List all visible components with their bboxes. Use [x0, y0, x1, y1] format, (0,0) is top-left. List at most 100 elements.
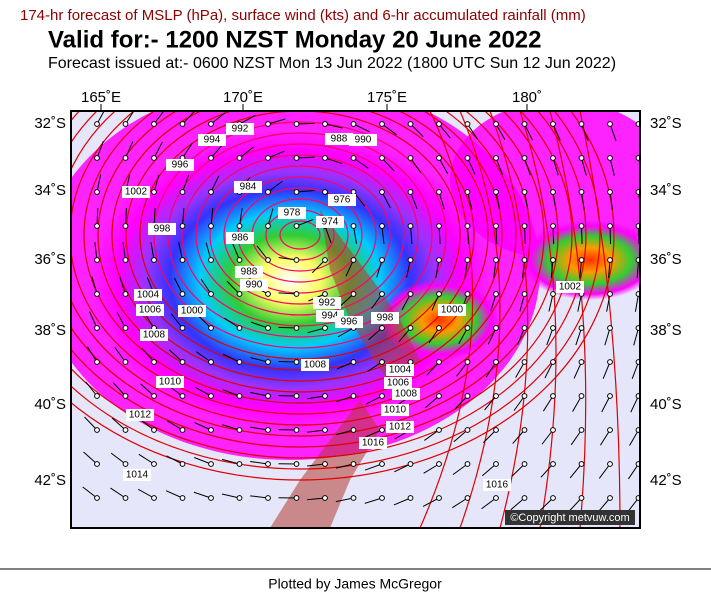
- station: [265, 291, 271, 297]
- wind-barb: [182, 174, 190, 193]
- station: [521, 223, 528, 229]
- station: [94, 291, 100, 297]
- wind-barb: [307, 395, 326, 400]
- station: [493, 461, 499, 467]
- wind-barb: [581, 157, 587, 176]
- wind-barb: [125, 207, 127, 227]
- isobar-label: 1012: [129, 410, 152, 421]
- isobar-label: 1004: [389, 365, 412, 376]
- isobar-label-box: [556, 281, 584, 293]
- isobar: [181, 143, 419, 327]
- isobar: [71, 111, 615, 481]
- wind-barb: [324, 225, 332, 244]
- wind-barb: [365, 429, 383, 438]
- wind-barb: [438, 225, 441, 244]
- station: [236, 223, 243, 229]
- station: [550, 461, 556, 467]
- wind-barb: [510, 497, 525, 511]
- station: [94, 189, 100, 195]
- wind-barb: [296, 156, 315, 159]
- wind-barb: [364, 463, 383, 471]
- wind-barb: [467, 157, 476, 175]
- isobar: [71, 111, 587, 459]
- station: [94, 461, 100, 467]
- station: [265, 223, 271, 229]
- isobar-label-box: [386, 421, 414, 433]
- wind-barb: [435, 259, 440, 278]
- isobar-label: 1008: [143, 330, 166, 341]
- wind-barb: [481, 497, 497, 510]
- wind-barb: [410, 191, 418, 209]
- isobar-label-box: [278, 207, 306, 219]
- station: [464, 325, 471, 331]
- wind-barb: [394, 463, 411, 473]
- wind-barb: [481, 463, 497, 477]
- wind-barb: [495, 123, 506, 140]
- isobar-label: 994: [204, 135, 221, 146]
- isobar: [71, 111, 545, 426]
- wind-barb: [223, 353, 240, 363]
- station: [179, 189, 186, 195]
- station: [464, 495, 471, 501]
- isobar-label: 1002: [559, 282, 582, 293]
- copyright-box: [505, 510, 635, 525]
- station: [578, 223, 585, 229]
- wind-barb: [250, 357, 269, 363]
- station: [322, 461, 328, 467]
- wind-barb: [337, 327, 354, 338]
- wind-barb: [84, 416, 98, 431]
- station: [350, 461, 357, 467]
- wind-barb: [513, 395, 525, 411]
- station: [293, 155, 300, 161]
- station: [94, 495, 100, 501]
- station: [379, 121, 385, 127]
- station: [94, 325, 100, 331]
- station: [521, 257, 528, 263]
- station: [293, 189, 300, 195]
- station: [293, 461, 300, 467]
- isobar-label-box: [371, 312, 399, 324]
- station: [350, 257, 357, 263]
- station: [350, 359, 357, 365]
- station: [379, 189, 385, 195]
- wind-barb: [311, 259, 326, 274]
- wind-barb: [512, 429, 525, 444]
- isobar-label-box: [438, 304, 466, 316]
- header-line: 174-hr forecast of MSLP (hPa), surface w…: [20, 7, 586, 24]
- isobar-label-box: [235, 266, 263, 278]
- wind-barb: [540, 463, 554, 478]
- isobar: [223, 176, 377, 294]
- station: [464, 155, 471, 161]
- isobars: [71, 111, 621, 528]
- station: [436, 427, 442, 433]
- lat-label: 38˚S: [650, 322, 682, 339]
- wind-barb: [539, 497, 554, 511]
- station: [521, 121, 528, 127]
- station: [265, 121, 271, 127]
- wind-barb: [150, 242, 155, 261]
- wind-barb: [239, 208, 243, 227]
- station: [464, 223, 471, 229]
- wind-barb: [110, 452, 126, 465]
- station: [436, 359, 442, 365]
- wind-barb: [182, 111, 196, 125]
- wind-barb: [116, 311, 126, 329]
- station: [236, 393, 243, 399]
- wind-barb: [629, 429, 639, 446]
- station: [151, 461, 157, 467]
- lon-label: 175˚E: [367, 89, 407, 106]
- wind-barb: [627, 463, 639, 480]
- wind-barb: [568, 497, 582, 512]
- station: [607, 155, 613, 161]
- wind-barb: [524, 157, 531, 176]
- wind-barb: [173, 277, 183, 295]
- station: [179, 121, 186, 127]
- isobar-label-box: [381, 404, 409, 416]
- lat-label: 36˚S: [650, 251, 682, 268]
- station: [350, 393, 357, 399]
- isobar: [111, 111, 489, 382]
- station: [550, 189, 556, 195]
- station: [322, 189, 328, 195]
- wind-barb: [398, 327, 411, 343]
